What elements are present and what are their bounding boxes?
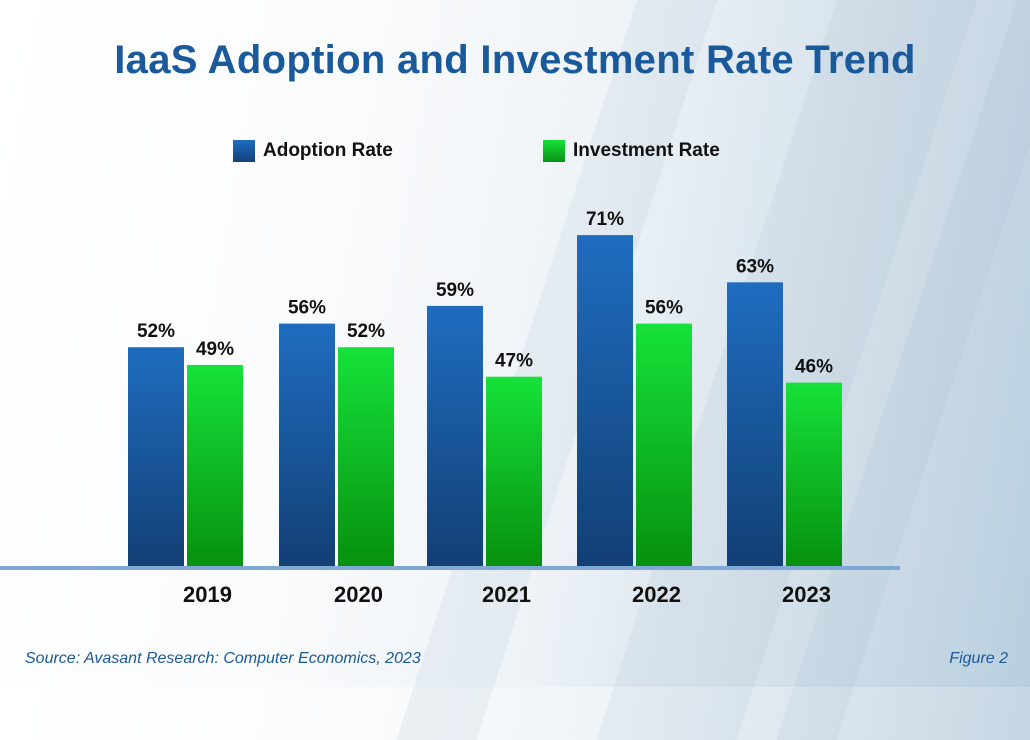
x-tick-label-2020: 2020: [334, 582, 383, 607]
x-tick-label-2022: 2022: [632, 582, 681, 607]
bar-adoption-2023: [727, 282, 783, 566]
bar-investment-2020: [338, 347, 394, 566]
bar-investment-2022: [636, 323, 692, 566]
x-tick-label-2019: 2019: [183, 582, 232, 607]
chart-plot: 52% 49% 2019 56% 52% 2020 59% 47% 2021 71% 56% 2022…: [0, 209, 900, 607]
data-label-investment-2019: 49%: [196, 339, 234, 360]
data-label-investment-2022: 56%: [645, 298, 683, 319]
data-label-adoption-2019: 52%: [137, 321, 175, 342]
legend-label-investment: Investment Rate: [573, 140, 720, 161]
bar-adoption-2022: [577, 235, 633, 566]
bar-adoption-2020: [279, 323, 335, 566]
x-tick-label-2021: 2021: [482, 582, 531, 607]
x-tick-label-2023: 2023: [782, 582, 831, 607]
bar-investment-2019: [187, 364, 243, 566]
legend-item-adoption: Adoption Rate: [233, 140, 393, 162]
legend-swatch-investment: [543, 140, 565, 162]
legend: Adoption Rate Investment Rate: [0, 140, 1030, 170]
bar-adoption-2019: [128, 347, 184, 566]
data-label-investment-2020: 52%: [347, 321, 385, 342]
data-label-adoption-2020: 56%: [288, 298, 326, 319]
chart-title: IaaS Adoption and Investment Rate Trend: [114, 38, 916, 82]
bar-adoption-2021: [427, 305, 483, 566]
source-note: Source: Avasant Research: Computer Econo…: [25, 650, 421, 667]
legend-label-adoption: Adoption Rate: [263, 140, 393, 161]
figure-label: Figure 2: [949, 650, 1008, 667]
data-label-adoption-2022: 71%: [586, 209, 624, 230]
data-label-adoption-2023: 63%: [736, 256, 774, 277]
data-label-investment-2023: 46%: [795, 357, 833, 378]
data-label-investment-2021: 47%: [495, 351, 533, 372]
x-axis-baseline: [0, 566, 900, 570]
legend-swatch-adoption: [233, 140, 255, 162]
data-label-adoption-2021: 59%: [436, 280, 474, 301]
bar-investment-2021: [486, 376, 542, 566]
legend-item-investment: Investment Rate: [543, 140, 720, 162]
bar-investment-2023: [786, 382, 842, 566]
